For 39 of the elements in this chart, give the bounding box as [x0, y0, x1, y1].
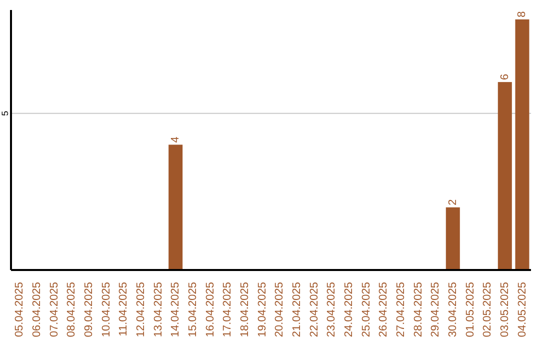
x-tick-label: 26.04.2025	[378, 282, 390, 338]
x-tick-label: 30.04.2025	[447, 282, 459, 338]
x-tick-label: 05.04.2025	[14, 282, 26, 338]
x-tick-label: 16.04.2025	[204, 282, 216, 338]
x-tick-label: 10.04.2025	[100, 282, 112, 338]
x-tick-label: 17.04.2025	[222, 282, 234, 338]
data-label: 8	[516, 11, 528, 18]
x-tick-label: 29.04.2025	[430, 282, 442, 338]
bar	[498, 82, 512, 270]
x-tick-label: 03.05.2025	[499, 282, 511, 338]
bar	[446, 207, 460, 270]
x-tick-label: 15.04.2025	[187, 282, 199, 338]
x-tick-label: 12.04.2025	[135, 282, 147, 338]
bar	[515, 19, 530, 270]
x-tick-label: 27.04.2025	[395, 282, 407, 338]
x-tick-label: 20.04.2025	[274, 282, 286, 338]
x-tick-label: 08.04.2025	[66, 282, 78, 338]
x-tick-label: 11.04.2025	[118, 282, 130, 336]
x-tick-label: 22.04.2025	[308, 282, 320, 338]
data-label: 2	[446, 199, 459, 206]
x-tick-label: 14.04.2025	[170, 282, 182, 338]
x-tick-label: 02.05.2025	[482, 282, 494, 338]
x-tick-label: 07.04.2025	[48, 282, 60, 338]
x-tick-label: 04.05.2025	[516, 282, 528, 338]
data-label: 4	[170, 136, 182, 143]
x-tick-label: 13.04.2025	[152, 282, 164, 338]
data-label: 6	[498, 74, 511, 80]
x-tick-label: 25.04.2025	[360, 282, 372, 338]
x-tick-label: 09.04.2025	[83, 282, 95, 338]
x-tick-label: 19.04.2025	[256, 282, 268, 338]
x-tick-label: 28.04.2025	[412, 282, 424, 338]
x-tick-label: 21.04.2025	[291, 282, 303, 338]
bar	[168, 144, 183, 270]
x-tick-label: 06.04.2025	[31, 282, 43, 338]
x-tick-label: 01.05.2025	[464, 282, 476, 338]
y-tick-label: 5	[0, 110, 10, 116]
x-tick-label: 18.04.2025	[239, 282, 251, 338]
x-tick-label: 23.04.2025	[326, 282, 338, 338]
x-tick-label: 24.04.2025	[343, 282, 355, 338]
